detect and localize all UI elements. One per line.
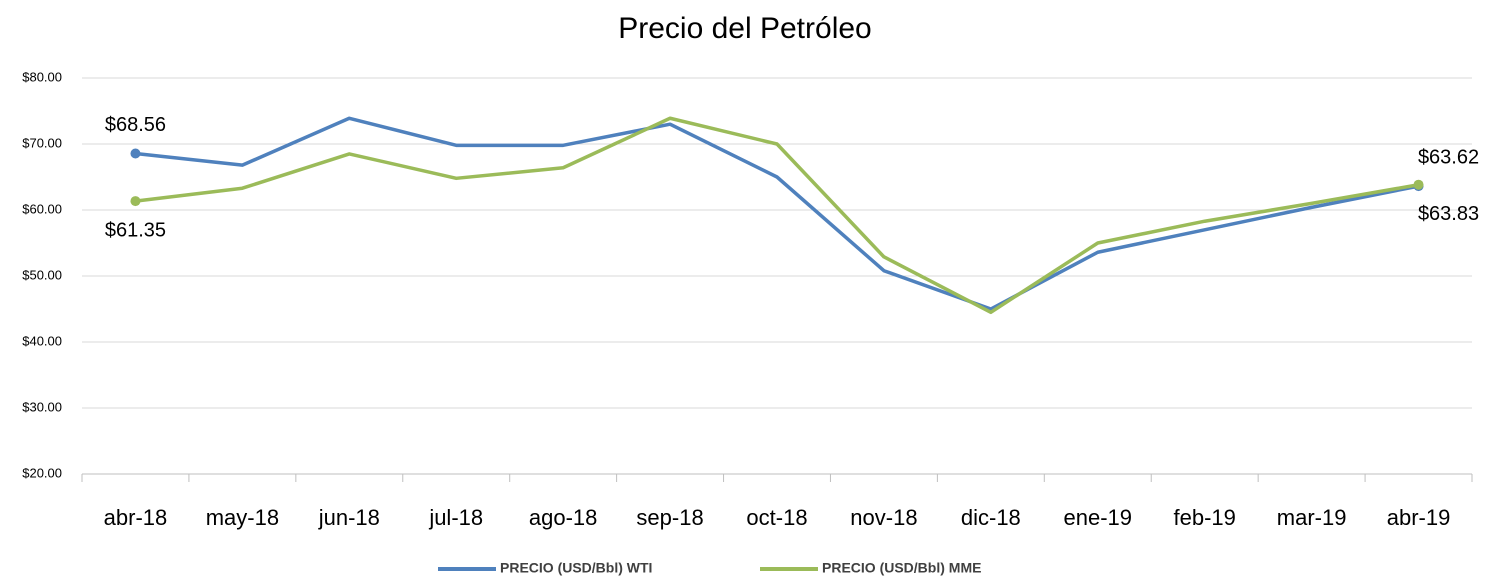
y-tick-label: $30.00	[22, 399, 62, 414]
legend-label: PRECIO (USD/Bbl) WTI	[500, 560, 652, 576]
y-tick-label: $70.00	[22, 135, 62, 150]
x-tick-label: abr-19	[1387, 505, 1451, 530]
x-tick-label: oct-18	[746, 505, 807, 530]
x-tick-label: may-18	[206, 505, 279, 530]
x-tick-label: jun-18	[318, 505, 380, 530]
x-tick-label: sep-18	[636, 505, 703, 530]
y-tick-label: $40.00	[22, 333, 62, 348]
y-tick-label: $60.00	[22, 201, 62, 216]
data-label: $63.83	[1418, 203, 1479, 225]
x-tick-label: feb-19	[1173, 505, 1235, 530]
data-label: $68.56	[105, 114, 166, 136]
series-line	[135, 116, 1419, 315]
x-tick-label: mar-19	[1277, 505, 1347, 530]
x-tick-label: abr-18	[104, 505, 168, 530]
y-tick-label: $50.00	[22, 267, 62, 282]
series-line	[135, 116, 1419, 311]
x-tick-label: ene-19	[1064, 505, 1133, 530]
chart-title: Precio del Petróleo	[618, 12, 871, 45]
x-tick-label: ago-18	[529, 505, 598, 530]
data-label: $61.35	[105, 219, 166, 241]
x-tick-label: jul-18	[428, 505, 483, 530]
y-tick-label: $20.00	[22, 465, 62, 480]
point-marker	[1413, 179, 1424, 190]
point-marker	[130, 196, 141, 207]
x-tick-label: dic-18	[961, 505, 1021, 530]
y-tick-label: $80.00	[22, 69, 62, 84]
legend-label: PRECIO (USD/Bbl) MME	[822, 560, 981, 576]
x-tick-label: nov-18	[850, 505, 917, 530]
point-marker	[130, 148, 141, 159]
data-label: $63.62	[1418, 146, 1479, 168]
